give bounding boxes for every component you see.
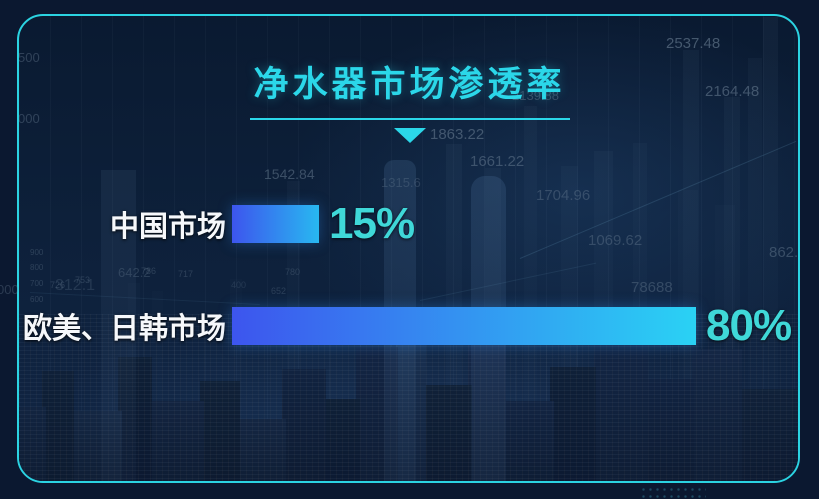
background-number: 726	[50, 280, 66, 290]
category-label-overseas: 欧美、日韩市场	[22, 313, 226, 345]
bar-row-china: 中国市场 15%	[20, 196, 415, 252]
background-number: 900	[30, 248, 44, 257]
background-number: 000	[18, 111, 40, 126]
background-number: 780	[285, 267, 301, 277]
background-number: 312.1	[55, 277, 96, 294]
page-title: 净水器市场渗透率	[253, 65, 566, 104]
background-number: 78688	[631, 279, 673, 296]
background-number: 642.2	[118, 265, 151, 280]
background-number: 1315.6	[381, 175, 421, 190]
background-numbers-layer: 2537.48 2164.48 2139.88 1863.22 1661.22 1542.…	[18, 16, 799, 481]
skyscraper-silhouette	[101, 170, 136, 481]
background-number: 600	[30, 295, 44, 304]
bar-china	[232, 205, 319, 243]
down-arrow-icon	[393, 128, 426, 143]
background-number: 717	[178, 269, 194, 279]
dots-pattern	[640, 486, 706, 499]
background-number: 700	[30, 279, 44, 288]
background-number: 400	[231, 280, 247, 290]
background-number: 786	[141, 266, 157, 276]
value-label-overseas: 80%	[706, 301, 792, 350]
background-number: 1542.84	[264, 166, 315, 182]
background-number: 1863.22	[430, 126, 485, 143]
bar-row-overseas: 欧美、日韩市场 80%	[20, 298, 792, 354]
bar-overseas	[232, 307, 696, 345]
background-number: 800	[30, 263, 44, 272]
background-number: 753	[75, 275, 91, 285]
background-number: 1704.96	[536, 187, 591, 204]
background-number: 652	[271, 286, 287, 296]
background-number: 500	[18, 50, 40, 65]
background-number: 862.4	[769, 244, 799, 261]
background-number: 000	[0, 282, 19, 297]
background-number: 1069.62	[588, 232, 643, 249]
background-number: 2139.88	[512, 88, 559, 103]
title-underline	[249, 118, 570, 120]
value-label-china: 15%	[329, 199, 415, 248]
background-number: 2164.48	[705, 83, 760, 100]
title-block: 净水器市场渗透率	[0, 56, 819, 143]
background-number: 2537.48	[666, 35, 721, 52]
category-label-china: 中国市场	[109, 211, 226, 243]
background-number: 1661.22	[470, 153, 525, 170]
